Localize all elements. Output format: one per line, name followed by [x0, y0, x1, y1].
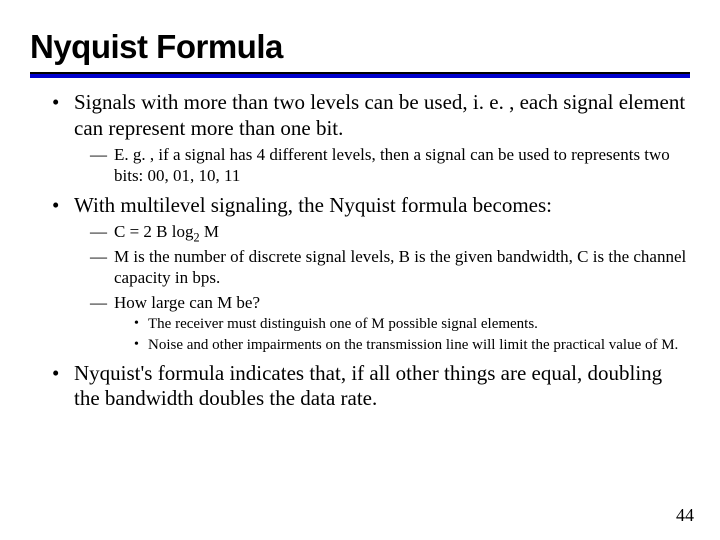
bullet-2-sub-2: M is the number of discrete signal level…	[92, 247, 690, 288]
bullet-1-sublist: E. g. , if a signal has 4 different leve…	[74, 145, 690, 186]
divider-blue	[30, 74, 690, 78]
bullet-2-sub-3: How large can M be? The receiver must di…	[92, 293, 690, 355]
bullet-2-sub-3-text: How large can M be?	[114, 293, 260, 312]
bullet-1-text: Signals with more than two levels can be…	[74, 90, 685, 140]
page-number: 44	[676, 505, 694, 526]
formula-pre: C = 2 B log	[114, 222, 194, 241]
bullet-3: Nyquist's formula indicates that, if all…	[54, 361, 690, 412]
bullet-2: With multilevel signaling, the Nyquist f…	[54, 193, 690, 355]
bullet-2-text: With multilevel signaling, the Nyquist f…	[74, 193, 552, 217]
bullet-2-sublist: C = 2 B log2 M M is the number of discre…	[74, 222, 690, 354]
bullet-3-text: Nyquist's formula indicates that, if all…	[74, 361, 662, 411]
bullet-1: Signals with more than two levels can be…	[54, 90, 690, 187]
slide-title: Nyquist Formula	[30, 28, 690, 66]
bullet-1-sub-1: E. g. , if a signal has 4 different leve…	[92, 145, 690, 186]
bullet-2-sub-3-list: The receiver must distinguish one of M p…	[114, 315, 690, 355]
formula-post: M	[200, 222, 219, 241]
bullet-2-sub-3-item-1: The receiver must distinguish one of M p…	[134, 315, 690, 334]
bullet-2-sub-1: C = 2 B log2 M	[92, 222, 690, 243]
bullet-list: Signals with more than two levels can be…	[30, 90, 690, 412]
bullet-2-sub-3-item-2: Noise and other impairments on the trans…	[134, 336, 690, 355]
